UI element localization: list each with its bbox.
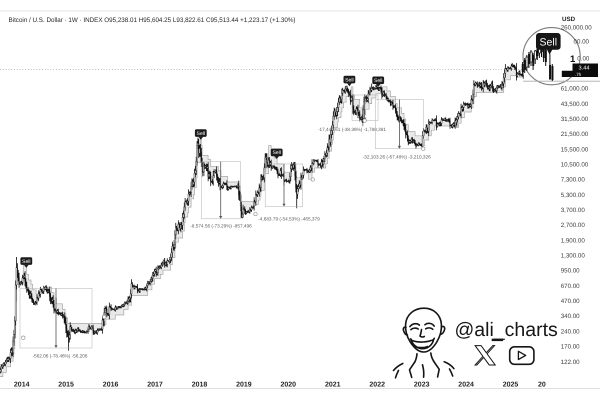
svg-text:1: 1 [570, 54, 576, 65]
svg-text:20: 20 [538, 382, 546, 389]
svg-text:-32,103.26 (-67.48%) -3,210,32: -32,103.26 (-67.48%) -3,210,326 [363, 155, 431, 160]
svg-text:Sell: Sell [272, 150, 281, 156]
svg-text:2019: 2019 [236, 382, 252, 389]
svg-text:Sell: Sell [22, 259, 31, 265]
svg-text:5,300.00: 5,300.00 [561, 192, 586, 199]
svg-text:21,500.00: 21,500.00 [561, 131, 589, 138]
svg-text:470.00: 470.00 [561, 298, 580, 305]
svg-text:2023: 2023 [414, 382, 430, 389]
svg-text:3.44: 3.44 [579, 66, 590, 72]
svg-text:950.00: 950.00 [561, 268, 580, 275]
svg-text:3,700.00: 3,700.00 [561, 207, 586, 214]
svg-text:2014: 2014 [14, 382, 30, 389]
svg-text:122.00: 122.00 [561, 359, 580, 366]
svg-text:7,300.00: 7,300.00 [561, 177, 586, 184]
svg-text:31,500.00: 31,500.00 [561, 116, 589, 123]
svg-text:Sell: Sell [345, 77, 354, 83]
svg-text:Sell: Sell [197, 131, 206, 137]
svg-text:2015: 2015 [58, 382, 74, 389]
svg-text:-4,683.79 (-54.53%) -465,379: -4,683.79 (-54.53%) -465,379 [258, 217, 320, 222]
svg-text:240.00: 240.00 [561, 328, 580, 335]
svg-text:260,000.00: 260,000.00 [561, 24, 593, 31]
svg-text:Bitcoin / U.S. Dollar · 1W · I: Bitcoin / U.S. Dollar · 1W · INDEX O95,2… [9, 17, 296, 24]
svg-text:10,500.00: 10,500.00 [561, 162, 589, 169]
svg-text:340.00: 340.00 [561, 313, 580, 320]
svg-text:USD: USD [562, 16, 576, 23]
svg-text:2016: 2016 [103, 382, 119, 389]
svg-text:15,500.00: 15,500.00 [561, 146, 589, 153]
svg-text:2022: 2022 [369, 382, 385, 389]
svg-text:00.00: 00.00 [574, 39, 590, 46]
svg-text:61,000.00: 61,000.00 [561, 86, 589, 93]
svg-text:1,900.00: 1,900.00 [561, 237, 586, 244]
svg-text:670.00: 670.00 [561, 283, 580, 290]
svg-text:0.00: 0.00 [577, 55, 590, 62]
svg-text:@ali_charts: @ali_charts [455, 319, 559, 341]
svg-text:2020: 2020 [281, 382, 297, 389]
svg-text:2024: 2024 [458, 382, 474, 389]
svg-text:-562.06 (-78.46%) -56,206: -562.06 (-78.46%) -56,206 [33, 354, 88, 359]
svg-text:2018: 2018 [192, 382, 208, 389]
svg-text:1,300.00: 1,300.00 [561, 253, 586, 260]
svg-text:Sell: Sell [374, 78, 383, 84]
svg-text:Sell: Sell [540, 36, 558, 48]
svg-text:.7h: .7h [575, 72, 582, 77]
svg-text:2,700.00: 2,700.00 [561, 222, 586, 229]
svg-text:2021: 2021 [325, 382, 341, 389]
svg-text:170.00: 170.00 [561, 344, 580, 351]
svg-text:-17,440.61 (-38.36%) -1,788,38: -17,440.61 (-38.36%) -1,788,381 [318, 127, 386, 132]
svg-text:-8,574.56 (-73.29%) -857,496: -8,574.56 (-73.29%) -857,496 [190, 224, 252, 229]
svg-text:2017: 2017 [147, 382, 163, 389]
svg-text:43,500.00: 43,500.00 [561, 101, 589, 108]
svg-text:2025: 2025 [503, 382, 519, 389]
